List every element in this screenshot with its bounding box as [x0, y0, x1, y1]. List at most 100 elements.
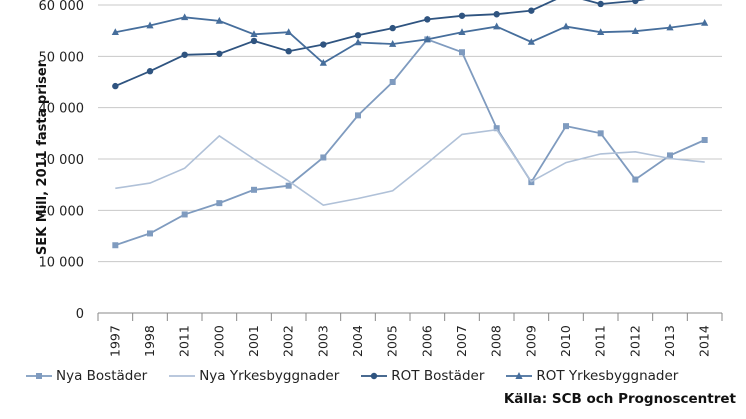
data-point — [597, 130, 604, 137]
x-tick-label: 2013 — [662, 325, 677, 357]
x-tick-label: 2000 — [211, 325, 226, 357]
data-point — [320, 154, 327, 161]
data-point — [493, 11, 500, 18]
x-tick-label: 2008 — [489, 325, 504, 357]
x-tick-label: 2002 — [281, 325, 296, 357]
data-point — [181, 13, 189, 21]
data-point — [701, 18, 709, 26]
y-tick-label: 60 000 — [39, 0, 85, 14]
legend-marker — [371, 372, 378, 380]
data-point — [215, 16, 223, 24]
data-point — [423, 35, 431, 43]
data-point — [216, 200, 223, 207]
data-point — [112, 242, 119, 249]
data-point — [216, 50, 223, 57]
x-tick-label: 1998 — [142, 325, 157, 357]
x-tick-label: 2010 — [558, 325, 573, 357]
data-point — [112, 82, 119, 90]
x-tick-label: 2011 — [177, 325, 192, 357]
data-point — [354, 32, 362, 39]
legend-label: Nya Yrkesbyggnader — [199, 368, 340, 384]
legend-item: ROT Yrkesbyggnader — [506, 368, 678, 384]
y-tick-label: 10 000 — [39, 256, 85, 271]
data-point — [285, 48, 292, 55]
legend-swatch — [169, 375, 196, 377]
data-point — [389, 40, 397, 47]
legend-label: Nya Bostäder — [56, 368, 148, 384]
x-tick-label: 2011 — [593, 325, 608, 357]
data-point — [666, 23, 674, 31]
x-tick-label: 2003 — [315, 325, 330, 357]
series-layer — [111, 0, 709, 249]
x-tick-label: 2007 — [454, 325, 469, 357]
data-point — [493, 22, 501, 30]
data-point — [493, 125, 500, 132]
data-point — [458, 28, 466, 36]
data-point — [632, 0, 639, 5]
series-line-rot-yrkesbyggnader — [115, 16, 705, 65]
legend-swatch — [506, 372, 533, 379]
data-point — [147, 230, 153, 237]
legend-item: ROT Bostäder — [361, 368, 484, 384]
data-point — [146, 68, 154, 75]
data-point — [597, 0, 604, 8]
x-tick-label: 2001 — [246, 325, 261, 357]
y-tick-label: 30 000 — [39, 153, 85, 168]
data-point — [320, 41, 327, 48]
data-point — [597, 28, 605, 36]
legend-swatch — [361, 372, 388, 380]
data-point — [632, 176, 639, 183]
x-tick-label: 2012 — [627, 325, 642, 357]
data-point — [250, 30, 258, 38]
legend-marker — [515, 372, 523, 379]
legend-marker — [36, 373, 42, 379]
y-tick-label: 20 000 — [39, 204, 85, 219]
data-point — [181, 211, 188, 218]
data-point — [389, 24, 396, 32]
data-point — [701, 137, 708, 144]
data-point — [527, 37, 535, 45]
x-tick-label: 2006 — [419, 325, 434, 357]
series-line-nya-bost-der — [115, 38, 706, 247]
axes: 0 10 000 20 000 30 000 40 000 50 000 60 000 199… — [39, 0, 723, 357]
y-tick-label: 50 000 — [39, 50, 85, 65]
x-tick-label: 2009 — [523, 325, 538, 357]
data-point — [389, 79, 396, 85]
data-point — [285, 182, 292, 189]
x-tick-label: 2005 — [385, 325, 400, 357]
series-line-rot-bost-der — [114, 0, 646, 87]
data-point — [146, 21, 154, 29]
y-axis-label: SEK Mill, 2011 fasta priser — [35, 60, 50, 255]
x-tick-label: 2004 — [350, 325, 365, 357]
legend-item: Nya Bostäder — [26, 368, 147, 384]
x-tick-label: 1997 — [107, 325, 122, 357]
legend-item: Nya Yrkesbyggnader — [169, 368, 339, 384]
data-point — [319, 59, 327, 66]
data-point — [355, 112, 361, 119]
series-group — [111, 0, 709, 249]
data-point — [424, 16, 431, 23]
data-point — [528, 7, 535, 14]
data-point — [285, 28, 293, 36]
legend-label: ROT Bostäder — [391, 368, 485, 384]
data-point — [251, 186, 257, 193]
series-line-nya-yrkesbyggnader — [115, 128, 705, 207]
data-point — [631, 27, 639, 34]
data-point — [563, 123, 569, 130]
y-tick-label: 0 — [76, 307, 84, 322]
y-tick-label: 40 000 — [39, 102, 85, 117]
data-point — [459, 49, 465, 56]
data-point — [667, 152, 673, 159]
data-point — [250, 37, 258, 45]
legend: Nya Bostäder Nya Yrkesbyggnader ROT Bostäd… — [26, 368, 700, 384]
source-note: Källa: SCB och Prognoscentret — [503, 391, 736, 407]
data-point — [111, 28, 119, 36]
legend-swatch — [26, 373, 52, 379]
data-point — [458, 12, 466, 19]
x-tick-label: 2014 — [697, 325, 712, 357]
data-point — [354, 38, 362, 46]
gridlines — [98, 4, 722, 314]
data-point — [562, 22, 570, 30]
data-point — [181, 51, 188, 58]
